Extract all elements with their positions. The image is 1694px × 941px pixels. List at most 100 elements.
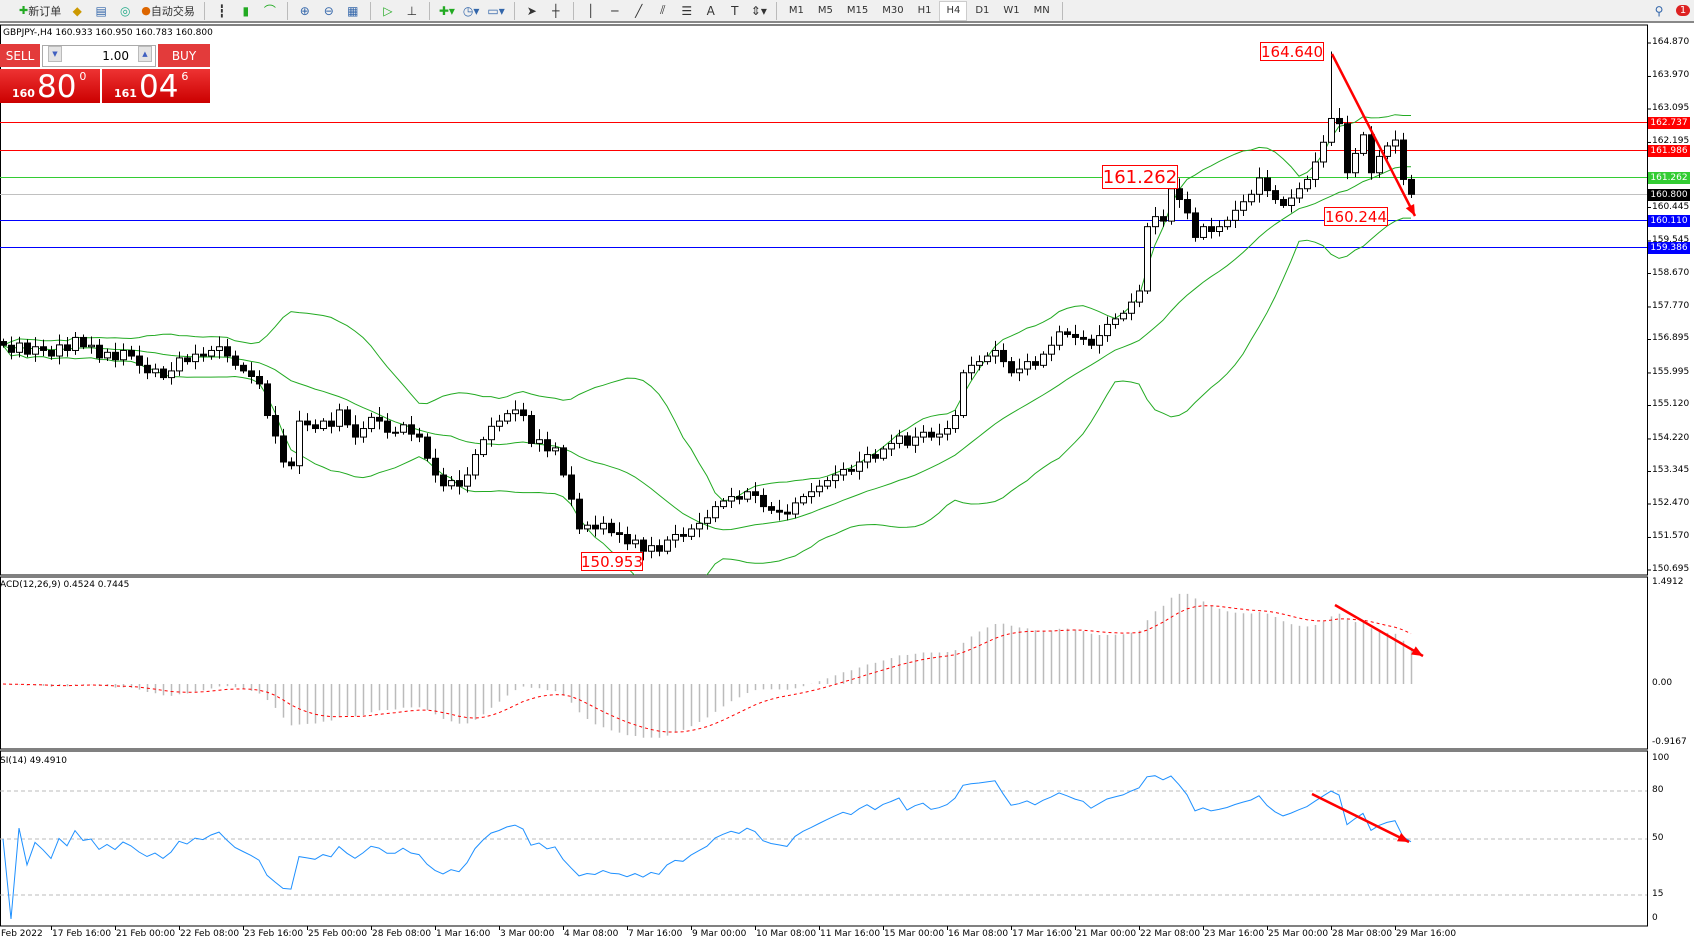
candle-body — [600, 522, 607, 530]
bar-chart-icon[interactable]: ┇ — [218, 3, 226, 18]
templates-icon[interactable]: ▭▾ — [487, 3, 505, 18]
candle — [800, 493, 807, 506]
candle-body — [584, 524, 591, 530]
candle — [1200, 223, 1207, 240]
line-chart-icon[interactable]: ⌒ — [263, 4, 276, 18]
zoom-in-icon[interactable]: ⊕ — [299, 3, 310, 18]
navigator-icon[interactable]: ▤ — [95, 3, 107, 18]
market-watch-icon[interactable]: ◆ — [72, 3, 82, 18]
candle-body — [1088, 338, 1095, 346]
annotation-low[interactable]: 150.953 — [580, 552, 644, 571]
candle-body — [376, 416, 383, 422]
buy-price-pips: 04 — [138, 69, 179, 105]
candle-body — [720, 500, 727, 508]
price-trend-arrow — [1330, 53, 1417, 217]
x-tick-label: 28 Mar 08:00 — [1332, 929, 1393, 939]
cursor-icon[interactable]: ➤ — [526, 3, 537, 18]
search-icon[interactable]: ⚲ — [1654, 3, 1664, 18]
rsi-tick-label: 15 — [1652, 889, 1664, 899]
tile-windows-icon[interactable]: ▦ — [347, 3, 359, 18]
candle-body — [1032, 361, 1039, 366]
buy-price-button[interactable]: 161 04 6 — [102, 69, 210, 103]
candle — [1320, 135, 1327, 168]
vertical-line-icon[interactable]: │ — [587, 3, 595, 18]
candlestick-icon[interactable]: ▮ — [242, 3, 250, 18]
candle-body — [776, 509, 783, 513]
new-order-button[interactable]: ✚ 新订单 — [19, 4, 62, 18]
buy-button[interactable]: BUY — [158, 44, 210, 67]
timeframe-h1[interactable]: H1 — [917, 5, 932, 16]
candle-body — [1216, 226, 1223, 232]
lot-size-input[interactable]: 1.00 — [42, 45, 156, 67]
equidistant-channel-icon[interactable]: ⫽ — [660, 3, 666, 17]
rsi-trend-arrow-shaft — [1311, 792, 1410, 844]
timeframe-h4[interactable]: H4 — [939, 0, 968, 21]
timeframe-m30[interactable]: M30 — [882, 5, 904, 16]
candle — [256, 370, 263, 389]
auto-trading-button[interactable]: ● 自动交易 — [141, 4, 195, 18]
candle-body — [48, 349, 55, 357]
candle-body — [1320, 141, 1327, 163]
lot-increase-icon[interactable]: ▲ — [138, 46, 152, 62]
candle — [8, 336, 15, 360]
horizontal-line-icon[interactable]: ─ — [611, 3, 619, 18]
zoom-out-icon[interactable]: ⊖ — [323, 3, 334, 18]
sell-price-button[interactable]: 160 80 0 — [0, 69, 100, 103]
timeframe-mn[interactable]: MN — [1033, 5, 1050, 16]
candle-body — [856, 461, 863, 472]
trendline-icon[interactable]: ╱ — [635, 3, 643, 18]
candle-body — [624, 533, 631, 545]
candle — [640, 537, 647, 561]
candle-body — [1160, 216, 1167, 222]
candle-body — [1224, 219, 1231, 228]
fibonacci-icon[interactable]: ☰ — [681, 3, 693, 18]
candle-body — [160, 368, 167, 379]
candle-body — [1016, 368, 1023, 374]
candle — [1216, 220, 1223, 237]
autoscroll-icon[interactable]: ▷ — [383, 3, 393, 18]
notifications-icon[interactable]: 1 — [1672, 1, 1694, 21]
annotation-high[interactable]: 164.640 — [1260, 42, 1324, 61]
candle — [544, 431, 551, 458]
signals-icon[interactable]: ◎ — [119, 3, 131, 18]
crosshair-icon[interactable]: ┼ — [552, 3, 560, 18]
text-tool-icon[interactable]: A — [706, 3, 715, 18]
rsi-tick-label: 50 — [1652, 833, 1664, 843]
candle — [680, 527, 687, 543]
indicators-icon[interactable]: ✚▾ — [438, 3, 455, 18]
candle — [200, 347, 207, 362]
candle-body — [752, 491, 759, 496]
candle — [1088, 334, 1095, 349]
candle — [160, 366, 167, 380]
timeframe-m5[interactable]: M5 — [817, 5, 833, 16]
candle-body — [264, 383, 271, 417]
candle-body — [1368, 134, 1375, 174]
chart-shift-icon[interactable]: ⊥ — [406, 3, 418, 18]
timeframe-m1[interactable]: M1 — [788, 5, 804, 16]
candle — [64, 336, 71, 357]
annotation-support[interactable]: 160.244 — [1324, 207, 1388, 226]
candle-body — [768, 506, 775, 511]
timeframe-d1[interactable]: D1 — [975, 5, 990, 16]
timeframe-w1[interactable]: W1 — [1003, 5, 1020, 16]
lot-decrease-icon[interactable]: ▼ — [48, 46, 62, 62]
candle — [928, 427, 935, 441]
macd-signal-line — [2, 605, 1412, 733]
timeframe-m15[interactable]: M15 — [846, 5, 869, 16]
periods-clock-icon[interactable]: ◷▾ — [462, 3, 480, 18]
text-label-icon[interactable]: T — [731, 3, 739, 18]
sell-button[interactable]: SELL — [0, 44, 40, 67]
candle-body — [304, 420, 311, 426]
candle — [600, 516, 607, 535]
candle-body — [1384, 145, 1391, 157]
candle-body — [1136, 290, 1143, 303]
candle — [840, 462, 847, 481]
candle — [1408, 174, 1415, 199]
candle — [1312, 152, 1319, 188]
candle — [16, 336, 23, 358]
annotation-resistance[interactable]: 161.262 — [1102, 165, 1178, 189]
arrows-icon[interactable]: ⇕▾ — [750, 3, 767, 18]
toolbar: ✚ 新订单 ◆ ▤ ◎ ● 自动交易 ┇ ▮ ⌒ ⊕ ⊖ ▦ ▷ ⊥ ✚▾ ◷▾ ▭… — [0, 0, 1694, 23]
candle — [320, 418, 327, 431]
